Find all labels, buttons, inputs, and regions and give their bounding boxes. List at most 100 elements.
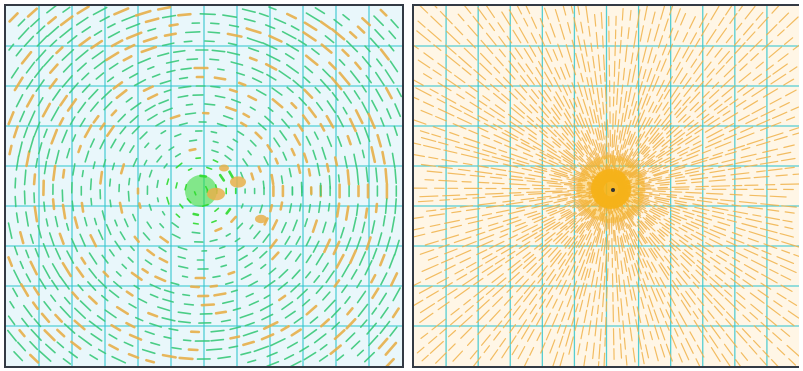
field-stroke [240, 171, 244, 179]
field-stroke [284, 310, 296, 319]
field-stroke [454, 74, 466, 84]
field-stroke [532, 145, 545, 153]
field-stroke [476, 249, 488, 256]
field-stroke [564, 283, 572, 296]
field-stroke [467, 219, 484, 225]
field-stroke [292, 219, 298, 232]
field-stroke [595, 139, 601, 154]
field-stroke [23, 126, 29, 139]
field-stroke [637, 218, 648, 230]
field-stroke [577, 343, 581, 356]
field-stroke [449, 131, 460, 137]
field-stroke [423, 144, 441, 150]
field-stroke [204, 40, 215, 43]
field-stroke [516, 278, 530, 293]
field-stroke [459, 105, 474, 114]
field-stroke [564, 63, 571, 78]
field-stroke [322, 238, 332, 254]
field-stroke [633, 196, 651, 204]
field-stroke [766, 305, 781, 316]
field-stroke [652, 190, 666, 193]
field-stroke [161, 353, 177, 359]
field-stroke [40, 312, 51, 324]
field-stroke [430, 15, 443, 28]
field-stroke [66, 250, 75, 264]
field-stroke [574, 317, 579, 331]
field-stroke [171, 346, 182, 350]
field-stroke [101, 89, 112, 100]
field-stroke [632, 180, 646, 185]
field-stroke [14, 177, 17, 189]
field-stroke [598, 142, 604, 159]
field-stroke [70, 340, 82, 351]
field-stroke [528, 198, 546, 202]
field-stroke [600, 11, 603, 29]
field-stroke [642, 159, 656, 169]
field-stroke [385, 236, 392, 252]
field-stroke [427, 29, 442, 42]
field-stroke [35, 157, 39, 169]
field-stroke [647, 28, 652, 43]
field-stroke [657, 207, 670, 214]
field-stroke [600, 238, 604, 252]
field-stroke [159, 235, 169, 244]
field-stroke [332, 222, 337, 233]
field-stroke [37, 224, 43, 239]
field-stroke [646, 260, 654, 273]
field-stroke [694, 37, 701, 48]
field-stroke [502, 76, 514, 88]
field-stroke [707, 117, 720, 126]
field-stroke [629, 171, 638, 178]
field-stroke [659, 307, 665, 318]
field-stroke [689, 101, 699, 112]
field-stroke [627, 86, 632, 103]
field-stroke [168, 327, 179, 332]
radial-field-panel [412, 4, 799, 368]
field-stroke [698, 308, 709, 322]
field-stroke [518, 241, 531, 249]
field-stroke [751, 105, 766, 115]
field-stroke [625, 354, 628, 366]
field-stroke [626, 211, 637, 227]
accent-blob [230, 176, 246, 188]
field-stroke [487, 264, 503, 276]
field-stroke [637, 173, 647, 178]
field-stroke [160, 268, 167, 273]
field-stroke [580, 130, 588, 142]
field-stroke [544, 232, 556, 242]
field-stroke [262, 180, 265, 190]
field-stroke [33, 121, 41, 138]
field-stroke [43, 201, 46, 212]
field-stroke [586, 252, 591, 265]
field-stroke [7, 256, 14, 268]
field-stroke [639, 246, 646, 258]
field-stroke [441, 158, 458, 163]
field-stroke [743, 100, 759, 110]
field-stroke [507, 125, 524, 136]
field-stroke [501, 155, 515, 160]
field-stroke [249, 139, 257, 147]
field-stroke [128, 177, 131, 186]
field-stroke [668, 137, 683, 149]
field-stroke [62, 358, 72, 365]
field-stroke [380, 272, 388, 286]
field-stroke [642, 68, 647, 80]
field-stroke [342, 14, 351, 21]
field-stroke [510, 335, 517, 345]
field-stroke [703, 115, 714, 124]
field-stroke [492, 195, 510, 198]
field-stroke [665, 222, 679, 232]
field-stroke [597, 256, 602, 272]
field-stroke [642, 146, 650, 155]
field-stroke [649, 232, 660, 245]
field-stroke [508, 192, 522, 194]
field-stroke [88, 320, 103, 331]
field-stroke [277, 281, 289, 291]
field-stroke [127, 190, 130, 202]
field-stroke [740, 352, 748, 361]
field-stroke [553, 173, 570, 179]
field-stroke [452, 350, 464, 362]
field-stroke [580, 210, 592, 222]
field-stroke [656, 79, 665, 97]
field-stroke [515, 275, 524, 285]
